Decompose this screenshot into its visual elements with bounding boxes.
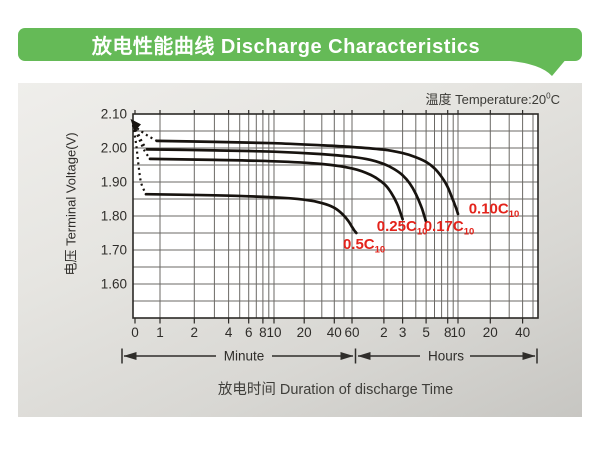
y-tick-label: 1.90 xyxy=(101,175,127,190)
plot-border xyxy=(132,113,539,319)
curve-label-0.10C10: 0.10C10 xyxy=(469,201,520,221)
arrowhead-right-icon xyxy=(522,352,536,360)
hours-range-label: Hours xyxy=(427,348,465,364)
curve-0.25C10 xyxy=(148,157,404,221)
x-tick-label: 1 xyxy=(156,325,164,340)
curve-label-0.17C10: 0.17C10 xyxy=(424,218,475,238)
arrowhead-left-icon xyxy=(357,352,371,360)
curve-0.5C10 xyxy=(144,192,358,235)
x-tick-label: 4 xyxy=(225,325,233,340)
duration-axis-arrows xyxy=(121,348,538,364)
x-tick-label: 0 xyxy=(131,325,139,340)
x-tick-label: 40 xyxy=(515,325,530,340)
temperature-label: 温度 Temperature:200C xyxy=(425,91,560,107)
y-tick-label: 2.10 xyxy=(101,107,127,122)
start-arrow-icon xyxy=(130,118,141,132)
x-tick-label: 3 xyxy=(399,325,407,340)
title-banner: 放电性能曲线 Discharge Characteristics xyxy=(18,28,582,61)
x-tick-label: 10 xyxy=(450,325,465,340)
x-tick-label: 5 xyxy=(422,325,430,340)
curve-dip-dotted-0.5C10 xyxy=(131,124,148,195)
x-tick-label: 40 xyxy=(327,325,342,340)
curve-0.10C10 xyxy=(155,139,460,216)
arrowhead-left-icon xyxy=(123,352,137,360)
x-tick-label: 8 xyxy=(259,325,267,340)
y-tick-label: 1.80 xyxy=(101,209,127,224)
x-tick-label: 10 xyxy=(266,325,281,340)
minute-range-label: Minute xyxy=(223,348,265,364)
x-tick-label: 20 xyxy=(483,325,498,340)
curve-0.17C10 xyxy=(145,148,428,224)
x-tick-label: 60 xyxy=(344,325,359,340)
y-tick-label: 2.00 xyxy=(101,141,127,156)
arrowhead-right-icon xyxy=(340,352,354,360)
x-tick-label: 2 xyxy=(191,325,199,340)
curve-dip-dotted-0.25C10 xyxy=(131,124,151,160)
x-tick-label: 20 xyxy=(297,325,312,340)
x-tick-label: 2 xyxy=(380,325,388,340)
banner-title: 放电性能曲线 Discharge Characteristics xyxy=(91,36,481,58)
x-tick-label: 6 xyxy=(245,325,253,340)
y-tick-label: 1.60 xyxy=(101,277,127,292)
y-tick-label: 1.70 xyxy=(101,243,127,258)
x-tick-label: 8 xyxy=(444,325,452,340)
x-axis-title: 放电时间 Duration of discharge Time xyxy=(217,382,454,398)
curve-label-0.25C10: 0.25C10 xyxy=(377,218,428,238)
